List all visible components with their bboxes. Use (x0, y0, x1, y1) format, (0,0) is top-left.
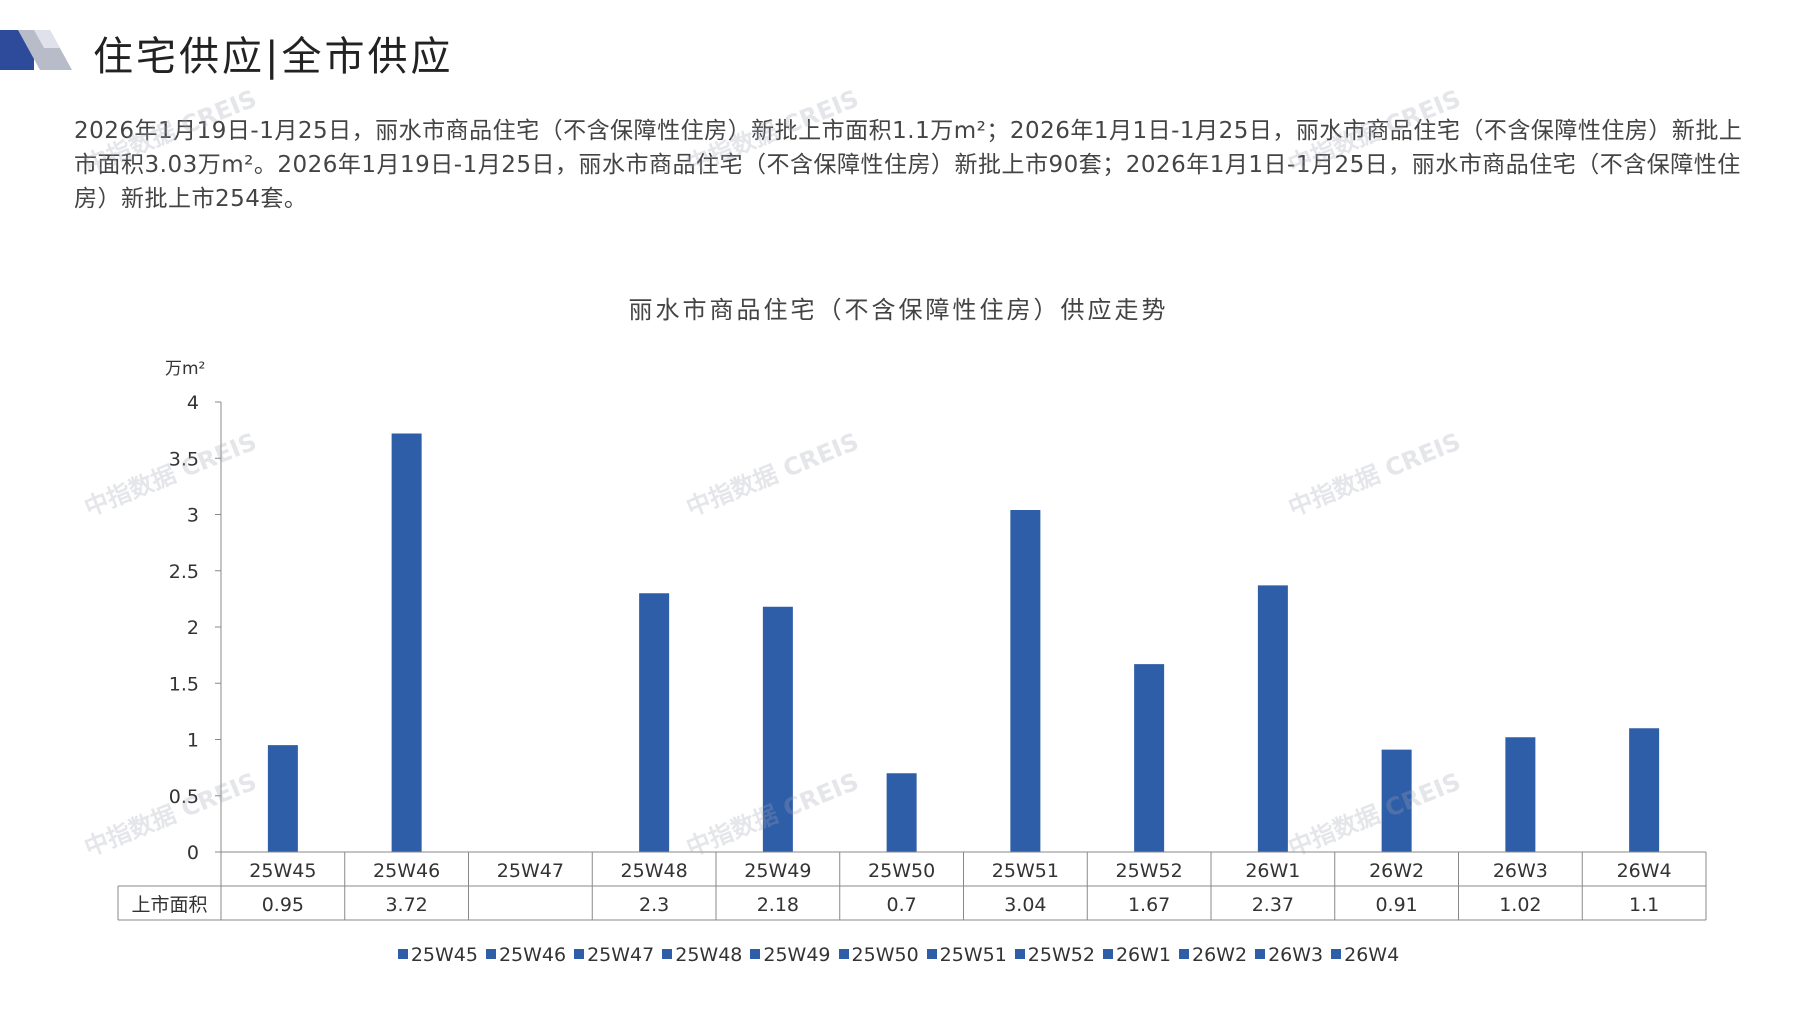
y-tick-label: 3 (187, 505, 199, 527)
legend-swatch (574, 949, 585, 959)
legend-item: 25W48 (662, 944, 742, 966)
data-label: 2.3 (639, 894, 669, 916)
bar (267, 745, 298, 852)
x-tick-label: 26W1 (1245, 860, 1300, 882)
y-tick-label: 1 (187, 730, 199, 752)
y-tick-label: 1.5 (169, 673, 199, 695)
x-tick-label: 25W49 (744, 860, 811, 882)
y-tick-label: 4 (187, 392, 199, 414)
data-label: 1.1 (1629, 894, 1659, 916)
logo-icon (0, 30, 72, 70)
legend-swatch (485, 949, 496, 959)
legend-item: 25W51 (926, 944, 1007, 966)
y-axis-unit-label: 万m² (165, 359, 206, 379)
x-tick-label: 26W2 (1369, 860, 1424, 882)
x-tick-label: 25W47 (497, 860, 564, 882)
bar (1505, 737, 1536, 852)
data-label: 0.91 (1375, 894, 1417, 916)
bar (391, 433, 422, 852)
intro-paragraph: 2026年1月19日-1月25日，丽水市商品住宅（不含保障性住房）新批上市面积1… (74, 118, 1743, 212)
legend-item: 25W50 (838, 944, 919, 966)
legend-label: 25W50 (851, 944, 919, 966)
data-label: 0.7 (887, 894, 917, 916)
legend-label: 25W51 (939, 944, 1007, 966)
legend-item: 25W52 (1014, 944, 1095, 966)
data-label: 0.95 (262, 894, 304, 916)
data-label: 1.67 (1128, 894, 1170, 916)
page-header: 住宅供应|全市供应 (0, 22, 900, 80)
legend-item: 26W4 (1331, 944, 1399, 966)
chart-title: 丽水市商品住宅（不含保障性住房）供应走势 (628, 296, 1169, 324)
legend-swatch (662, 949, 673, 959)
y-tick-label: 3.5 (169, 448, 199, 470)
bar (762, 606, 793, 852)
y-tick-label: 0.5 (169, 786, 199, 808)
legend-swatch (1102, 949, 1113, 959)
legend-label: 25W47 (587, 944, 655, 966)
y-tick-label: 2.5 (169, 561, 199, 583)
legend-label: 25W45 (410, 944, 478, 966)
bar (1134, 664, 1165, 852)
x-tick-label: 25W51 (992, 860, 1059, 882)
bar (1010, 510, 1041, 852)
legend-label: 25W48 (675, 944, 743, 966)
data-label: 2.18 (757, 894, 799, 916)
legend-label: 25W46 (498, 944, 567, 966)
legend-label: 25W49 (763, 944, 831, 966)
data-label: 1.02 (1499, 894, 1541, 916)
bar (1629, 728, 1660, 852)
x-tick-label: 25W48 (621, 860, 688, 882)
bar (639, 593, 670, 852)
legend-swatch (838, 949, 849, 959)
x-tick-label: 25W46 (373, 860, 440, 882)
y-tick-label: 2 (187, 617, 199, 639)
legend-item: 25W47 (574, 944, 654, 966)
chart-legend: 25W45 25W46 25W47 25W48 25W49 25W50 25W51 25W52… (0, 944, 1797, 966)
legend-label: 26W4 (1344, 944, 1400, 966)
legend-label: 26W1 (1115, 944, 1171, 966)
legend-label: 26W2 (1192, 944, 1248, 966)
x-tick-label: 25W45 (249, 860, 316, 882)
legend-item: 26W1 (1102, 944, 1171, 966)
legend-label: 26W3 (1268, 944, 1324, 966)
x-tick-label: 25W52 (1116, 860, 1183, 882)
series-label: 上市面积 (131, 894, 207, 916)
legend-swatch (1255, 949, 1266, 959)
x-tick-label: 25W50 (868, 860, 935, 882)
legend-item: 25W49 (750, 944, 831, 966)
data-label: 3.04 (1004, 894, 1046, 916)
legend-swatch (397, 949, 408, 959)
legend-item: 26W3 (1255, 944, 1323, 966)
data-label: 2.37 (1252, 894, 1294, 916)
y-tick-label: 0 (187, 842, 199, 864)
bar (1257, 585, 1288, 852)
legend-swatch (1179, 949, 1189, 959)
x-tick-label: 26W3 (1493, 860, 1548, 882)
legend-item: 25W46 (485, 944, 567, 966)
page-title: 住宅供应|全市供应 (93, 34, 454, 80)
legend-item: 26W2 (1179, 944, 1247, 966)
legend-swatch (926, 949, 937, 959)
legend-swatch (1014, 949, 1025, 959)
x-tick-label: 26W4 (1617, 860, 1672, 882)
legend-swatch (1331, 949, 1342, 959)
legend-item: 25W45 (397, 944, 478, 966)
legend-label: 25W52 (1027, 944, 1095, 966)
bar (886, 773, 917, 852)
legend-swatch (750, 949, 761, 959)
data-label: 3.72 (385, 894, 427, 916)
bar (1381, 749, 1412, 852)
